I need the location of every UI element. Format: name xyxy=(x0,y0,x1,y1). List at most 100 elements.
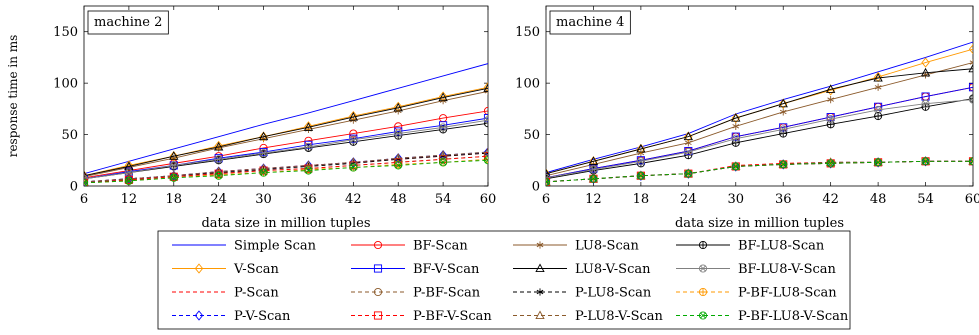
x-tick-label: 6 xyxy=(80,192,88,207)
data-point xyxy=(684,131,693,142)
legend-entry-p-scan: P-Scan xyxy=(172,286,279,301)
series-bf-lu8-scan xyxy=(546,94,973,183)
data-point xyxy=(349,129,358,138)
data-point xyxy=(588,156,599,165)
data-point xyxy=(439,121,448,130)
series-p-scan xyxy=(546,160,973,183)
series-line-p-bf-lu8-scan xyxy=(546,160,973,183)
x-tick-label: 36 xyxy=(300,192,317,207)
legend-marker xyxy=(373,311,383,320)
series-line-p-bf-lu8-v-scan xyxy=(546,160,973,183)
x-tick-label: 60 xyxy=(965,192,979,207)
data-point xyxy=(778,98,788,108)
legend-marker xyxy=(373,240,383,250)
series-group xyxy=(84,63,488,186)
y-tick-label: 100 xyxy=(53,77,78,92)
data-point xyxy=(778,159,788,168)
legend-entry-lu8-scan: LU8-Scan xyxy=(513,239,639,254)
data-point xyxy=(968,156,973,167)
x-tick-label: 42 xyxy=(822,192,839,207)
legend-label: LU8-Scan xyxy=(575,239,639,254)
data-point xyxy=(589,173,598,184)
legend-label: P-LU8-V-Scan xyxy=(575,309,664,324)
data-point xyxy=(779,98,788,109)
legend-marker xyxy=(194,310,204,321)
series-line-p-bf-v-scan xyxy=(546,160,973,183)
data-point xyxy=(259,168,268,177)
data-point xyxy=(731,161,740,172)
x-tick-label: 30 xyxy=(728,192,745,207)
data-point xyxy=(636,157,645,166)
series-line-lu8-v-scan xyxy=(546,68,973,175)
x-tick-label: 48 xyxy=(870,192,887,207)
data-point xyxy=(303,122,314,131)
series-line-bf-scan xyxy=(546,86,973,179)
series-line-bf-v-scan xyxy=(84,117,488,180)
series-line-v-scan xyxy=(84,86,488,177)
data-point xyxy=(968,44,973,55)
legend-entry-p-bf-scan: P-BF-Scan xyxy=(351,286,481,301)
series-line-p-bf-scan xyxy=(546,160,973,183)
data-point xyxy=(969,58,973,67)
data-point xyxy=(483,114,488,123)
legend-marker xyxy=(536,288,544,296)
data-point xyxy=(589,174,598,183)
series-line-lu8-scan xyxy=(546,62,973,177)
legend-label: P-BF-Scan xyxy=(413,286,481,301)
series-lu8-v-scan xyxy=(84,83,488,180)
y-axis-label: response time in ms xyxy=(6,35,20,158)
data-point xyxy=(921,99,930,108)
series-line-lu8-v-scan xyxy=(84,87,488,177)
series-lu8-scan xyxy=(84,87,488,181)
legend-entry-p-bf-lu8-v-scan: P-BF-LU8-V-Scan xyxy=(676,309,849,324)
data-point xyxy=(258,163,269,173)
series-p-lu8-v-scan xyxy=(84,147,488,186)
data-point xyxy=(683,168,693,178)
x-tick-label: 12 xyxy=(585,192,602,207)
data-point xyxy=(920,156,931,165)
x-axis-label: data size in million tuples xyxy=(201,216,370,231)
data-point xyxy=(873,72,883,82)
data-point xyxy=(349,157,358,168)
data-point xyxy=(874,83,882,91)
data-point xyxy=(636,143,646,153)
y-tick-label: 100 xyxy=(515,77,540,92)
data-point xyxy=(304,140,313,149)
data-point xyxy=(968,95,973,104)
data-point xyxy=(731,113,740,124)
series-line-p-lu8-scan xyxy=(546,160,973,183)
data-point xyxy=(921,57,930,68)
series-p-v-scan xyxy=(84,146,488,186)
legend-marker xyxy=(698,264,708,273)
data-point xyxy=(484,87,488,95)
data-point xyxy=(779,160,788,169)
x-tick-label: 18 xyxy=(633,192,650,207)
data-point xyxy=(968,83,973,92)
x-tick-label: 30 xyxy=(255,192,272,207)
chart-title-text: machine 2 xyxy=(94,15,162,30)
x-tick-label: 48 xyxy=(390,192,407,207)
x-tick-label: 36 xyxy=(775,192,792,207)
series-line-simple-scan xyxy=(84,63,488,175)
chart-title-box xyxy=(549,10,631,35)
series-line-p-bf-v-scan xyxy=(84,155,488,184)
series-line-p-lu8-v-scan xyxy=(84,151,488,183)
data-point xyxy=(303,160,314,169)
series-line-bf-scan xyxy=(84,110,488,179)
legend-marker xyxy=(698,240,708,250)
legend-marker xyxy=(535,310,545,320)
data-point xyxy=(483,156,488,165)
data-point xyxy=(84,178,89,186)
data-point xyxy=(636,143,646,155)
data-point xyxy=(731,132,740,141)
data-point xyxy=(439,123,448,132)
data-point xyxy=(779,108,787,116)
legend-box xyxy=(157,230,851,330)
data-point xyxy=(169,151,178,162)
legend-marker xyxy=(698,311,708,320)
data-point xyxy=(214,171,223,180)
data-point xyxy=(124,161,134,171)
x-tick-label: 54 xyxy=(917,192,934,207)
legend-entry-p-lu8-scan: P-LU8-Scan xyxy=(513,286,652,301)
legend-entry-simple-scan: Simple Scan xyxy=(172,239,317,254)
